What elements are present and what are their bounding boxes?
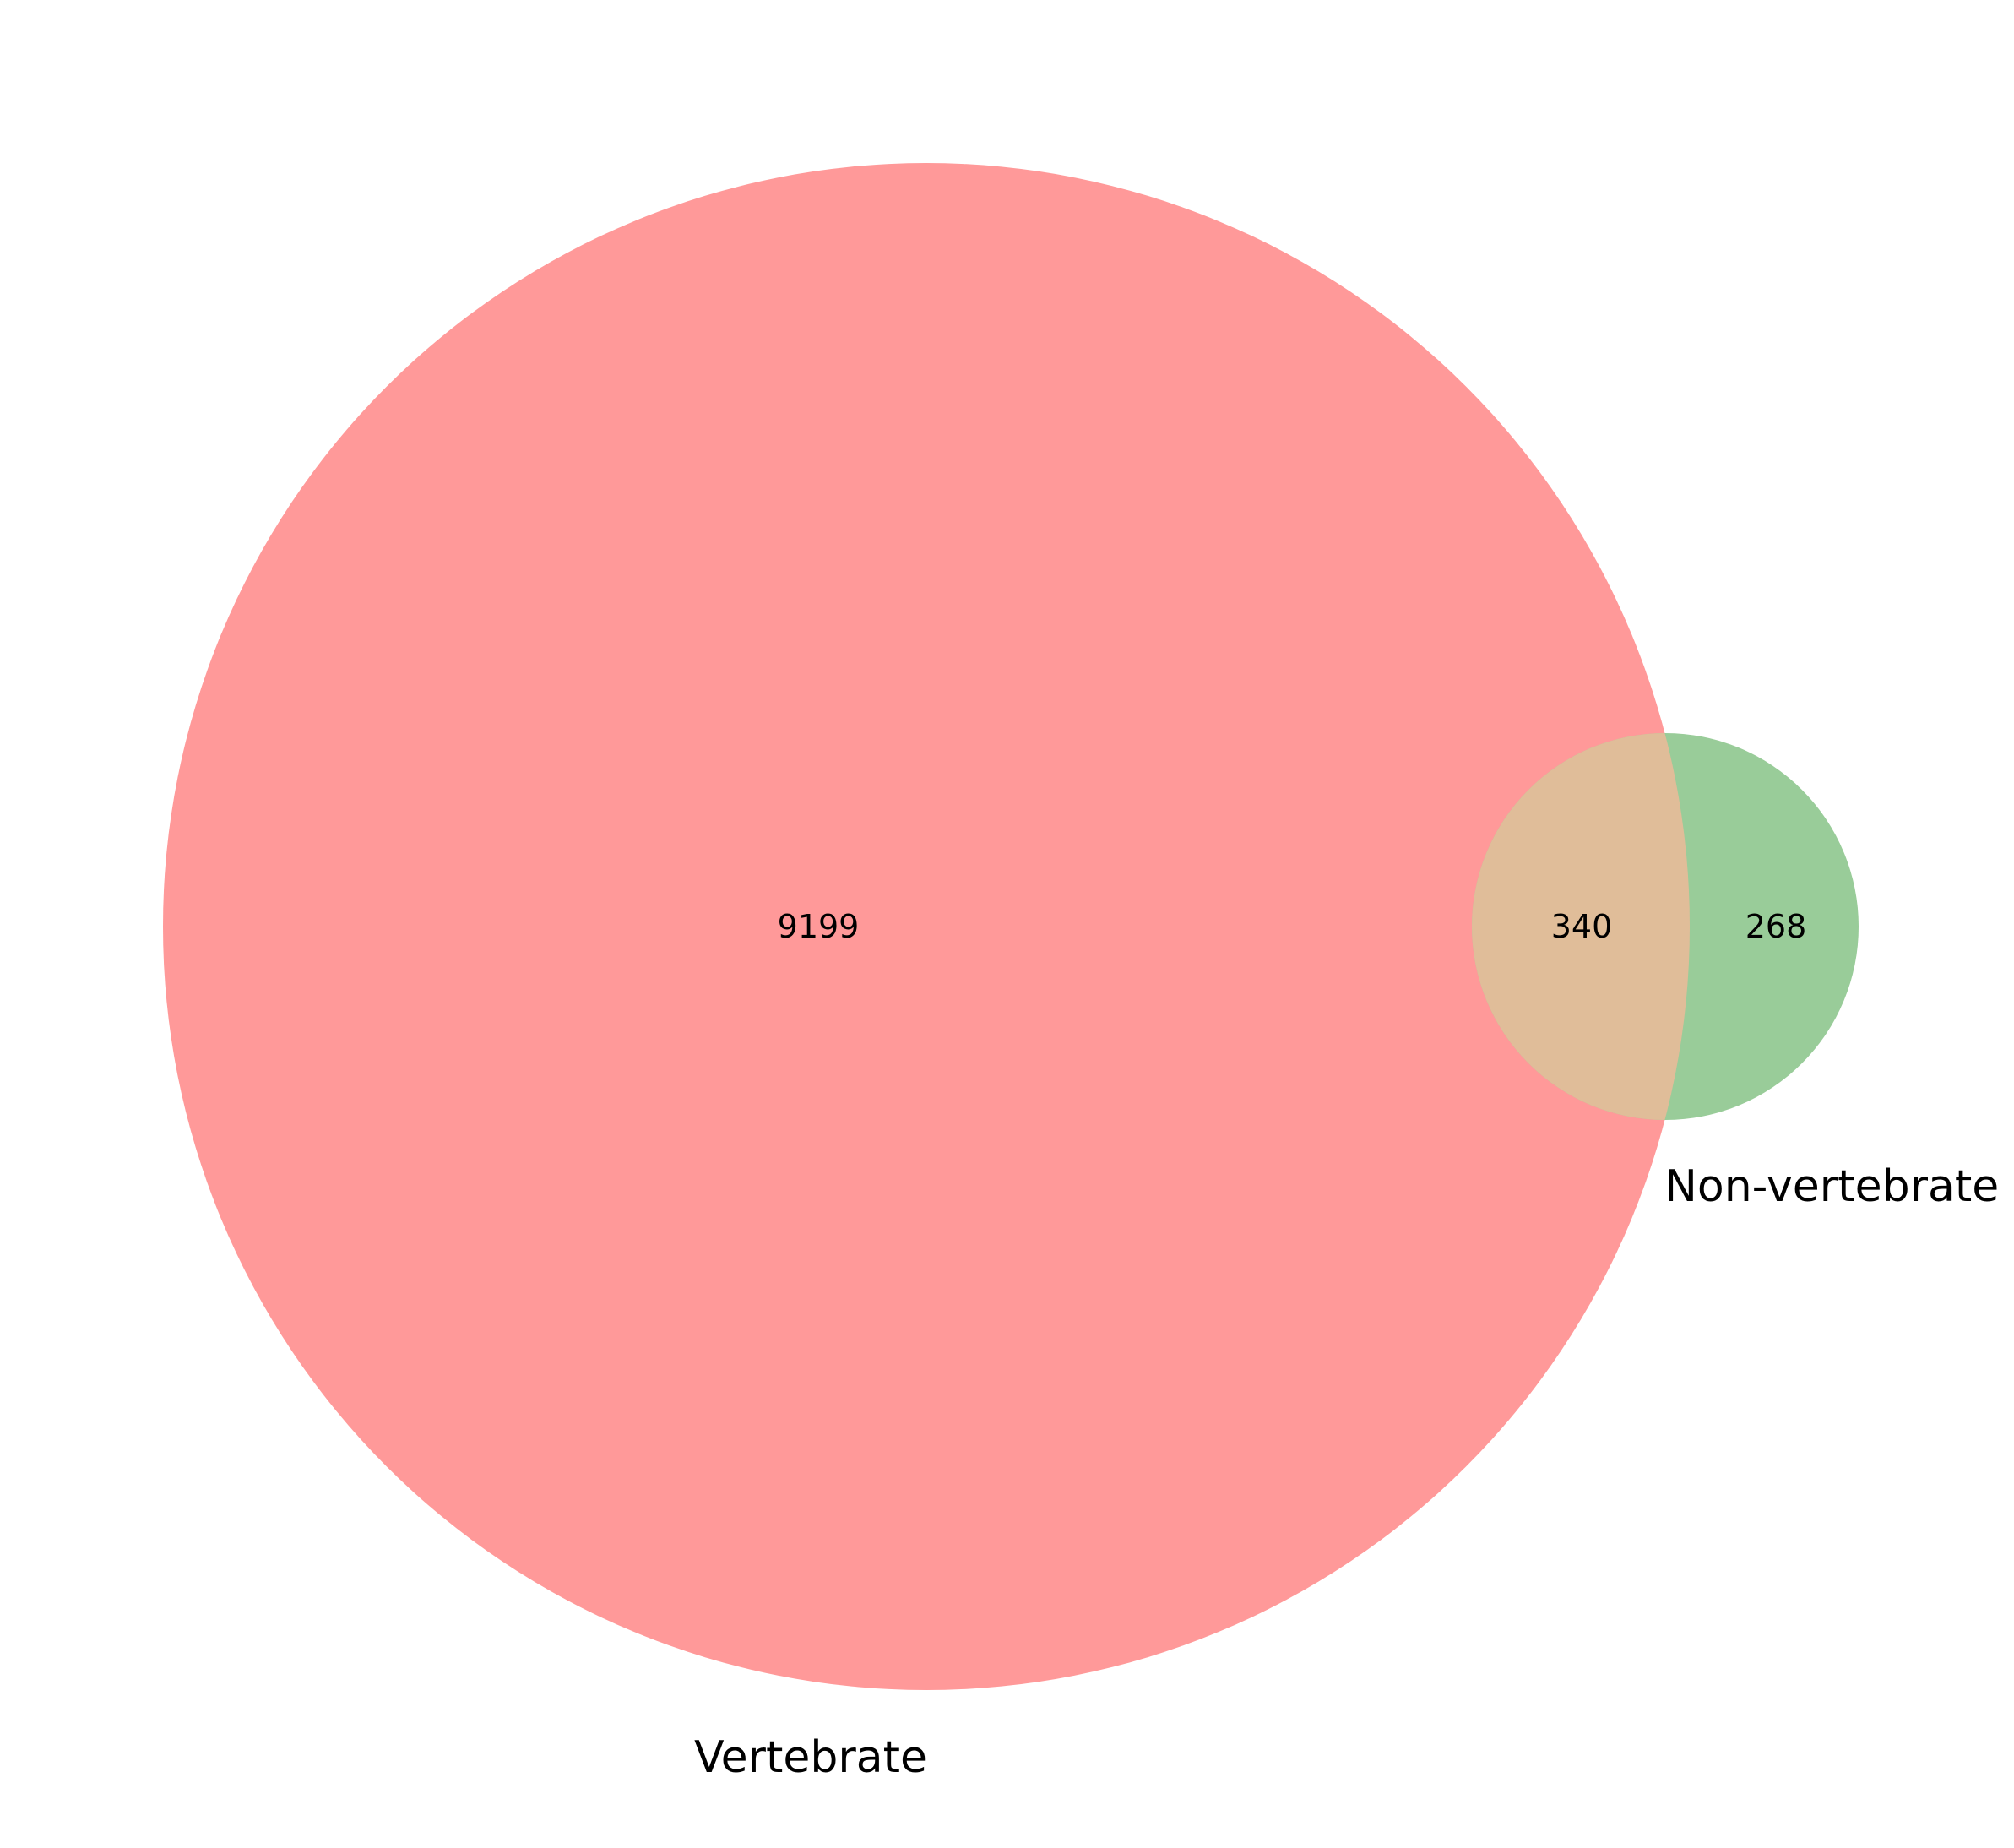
vertebrate-circle (163, 163, 1690, 1690)
vertebrate-only-count: 9199 (778, 908, 860, 945)
intersection-count: 340 (1551, 908, 1613, 945)
intersection-region (1472, 733, 1690, 1120)
vertebrate-label: Vertebrate (694, 1732, 927, 1783)
non-vertebrate-label: Non-vertebrate (1664, 1161, 1999, 1212)
non-vertebrate-only-count: 268 (1745, 908, 1807, 945)
